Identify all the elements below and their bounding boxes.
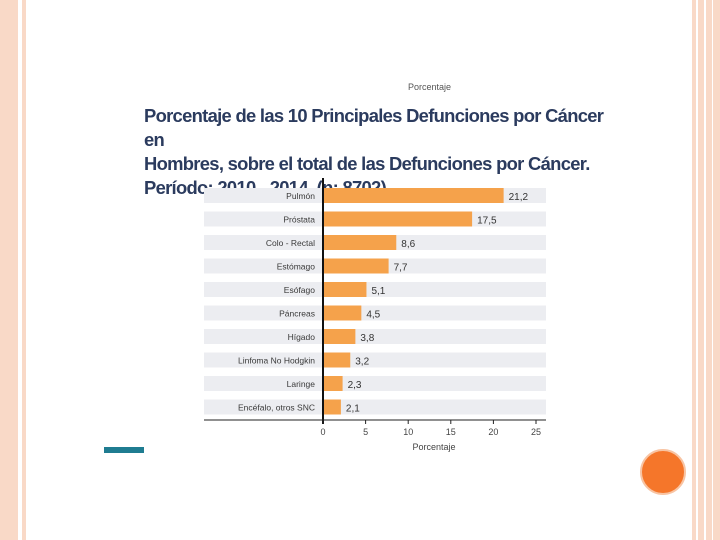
row-band	[204, 376, 546, 391]
x-tick-label: 20	[488, 427, 498, 437]
category-label: Linfoma No Hodgkin	[238, 356, 315, 366]
chart-title-line: Hombres, sobre el total de las Defuncion…	[144, 153, 590, 174]
x-tick-label: 15	[446, 427, 456, 437]
bar	[323, 376, 343, 391]
x-tick-label: 10	[403, 427, 413, 437]
bar	[323, 235, 397, 250]
value-label: 2,3	[348, 380, 362, 391]
category-label: Esófago	[284, 285, 315, 295]
value-label: 5,1	[371, 286, 385, 297]
bar	[323, 352, 351, 368]
bar	[323, 399, 341, 415]
bar	[323, 282, 367, 297]
cropped-axis-label: Porcentaje	[408, 82, 452, 92]
bar	[323, 188, 504, 203]
chart-title-line: Porcentaje de las 10 Principales Defunci…	[144, 105, 604, 150]
category-label: Encéfalo, otros SNC	[238, 403, 315, 413]
category-label: Pulmón	[286, 191, 315, 201]
bar	[323, 258, 389, 274]
category-label: Hígado	[288, 332, 316, 342]
slide-frame-left-stripe	[22, 0, 26, 540]
value-label: 8,6	[401, 239, 415, 250]
slide-frame-left	[0, 0, 18, 540]
value-label: 3,2	[355, 357, 369, 368]
row-band	[204, 282, 546, 297]
x-tick-label: 25	[531, 427, 541, 437]
slide-frame-right-line	[712, 0, 713, 540]
bar	[323, 211, 473, 227]
value-label: 17,5	[477, 216, 497, 227]
x-tick-label: 0	[320, 427, 325, 437]
value-label: 21,2	[509, 192, 529, 203]
x-tick-label: 5	[363, 427, 368, 437]
row-band	[204, 399, 546, 415]
accent-bar	[104, 447, 144, 453]
value-label: 2,1	[346, 404, 360, 415]
value-label: 4,5	[366, 310, 380, 321]
slide-frame-right-line	[696, 0, 698, 540]
x-axis-label: Porcentaje	[412, 442, 455, 452]
row-band	[204, 352, 546, 368]
value-label: 3,8	[360, 333, 374, 344]
category-label: Páncreas	[279, 309, 315, 319]
slide-frame-right-line	[704, 0, 706, 540]
bar	[323, 305, 362, 321]
value-label: 7,7	[394, 263, 408, 274]
decorative-circle	[640, 449, 686, 495]
row-band	[204, 305, 546, 321]
category-label: Colo - Rectal	[266, 238, 315, 248]
row-band	[204, 329, 546, 344]
category-label: Próstata	[283, 215, 315, 225]
category-label: Estómago	[277, 262, 316, 272]
bar	[323, 329, 356, 344]
category-label: Laringe	[287, 379, 316, 389]
